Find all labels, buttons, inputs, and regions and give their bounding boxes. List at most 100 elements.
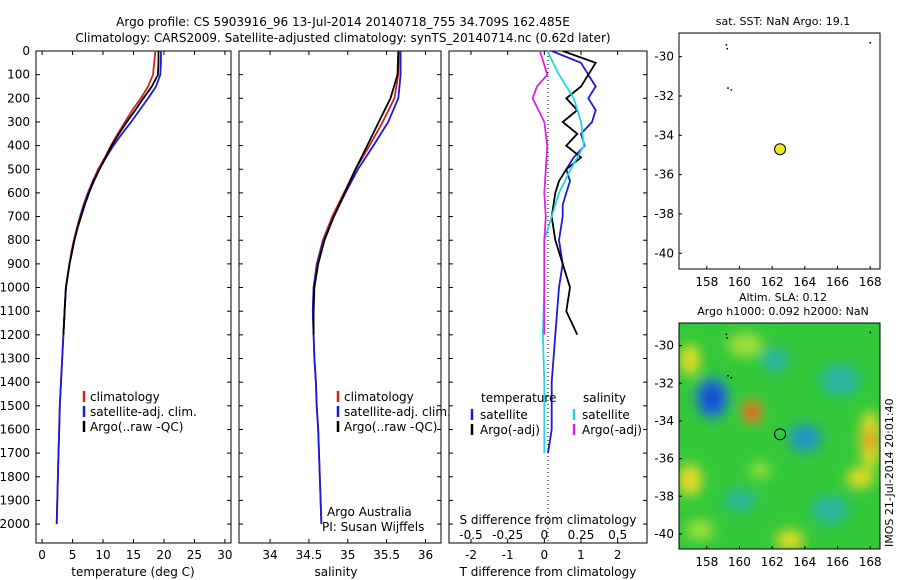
map-y-tick-label: -32 [654,376,674,390]
s-tick-label: 0 [541,528,549,542]
map-y-tick-label: -30 [654,50,674,64]
s-tick-label: 0.5 [608,528,627,542]
island-dot [726,47,729,50]
series-line-satellite [311,51,402,525]
series-line-salinity_satellite [541,50,585,454]
x-tick-label: 35 [340,548,355,562]
header-line2: Climatology: CARS2009. Satellite-adjuste… [75,31,610,45]
x-tick-label: 36 [418,548,433,562]
map-y-tick-label: -34 [654,128,674,142]
legend-label: satellite [480,408,528,422]
x-tick-label: 0 [38,548,46,562]
map-y-tick-label: -40 [654,246,674,260]
difference-panel: -2 -1 0 1 2 -0.5 -0.25 0 0.25 0.5 temperature sali… [448,50,648,579]
sst-map-panel: sat. SST: NaN Argo: 19.1 158 160 162 164 166… [654,15,881,289]
sla-heatmap [679,323,880,549]
depth-tick-label: 1700 [0,446,30,460]
island-dot [730,89,733,91]
map-x-tick-label: 162 [761,555,784,569]
sla-map-tick-labels: 158 160 162 164 166 168 -30 -32 -34 -36 -38 -40 [654,339,881,569]
series-line-argo [312,50,400,335]
map-x-tick-label: 168 [859,555,882,569]
sla-map-panel: Altim. SLA: 0.12 Argo h1000: 0.092 h2000… [654,291,881,569]
depth-tick-label: 1100 [0,304,30,318]
depth-tick-label: 0 [22,44,30,58]
series-line-satellite [55,51,162,525]
x-tick-label: 5 [69,548,77,562]
legend-label: satellite-adj. clim. [344,405,451,419]
salinity-annotation-line2: PI: Susan Wijffels [322,520,424,534]
legend-title: temperature [481,391,556,405]
sla-map-box [678,322,881,550]
island-dot [730,376,733,379]
map-y-tick-label: -38 [654,207,674,221]
legend-label: Argo(..raw -QC) [90,420,183,434]
island-dot [727,87,729,89]
x-tick-label: -1 [502,548,514,562]
argo-location-marker [774,143,787,156]
x-tick-label: 34 [262,548,277,562]
depth-tick-label: 300 [7,115,30,129]
sst-map-tick-labels: 158 160 162 164 166 168 -30 -32 -34 -36 -38 -40 [654,50,881,289]
imos-stamp: IMOS 21-Jul-2014 20:01:40 [883,398,896,547]
map-x-tick-label: 160 [728,555,751,569]
x-tick-label: 20 [156,548,171,562]
depth-tick-label: 600 [7,186,30,200]
depth-tick-label: 1800 [0,470,30,484]
series-line-salinity_argo [531,50,549,335]
legend-label: climatology [90,390,160,404]
depth-tick-label: 400 [7,139,30,153]
island-dot [727,374,729,377]
map-x-tick-label: 158 [695,555,718,569]
sla-map-title-line1: Altim. SLA: 0.12 [739,291,827,304]
legend-label: Argo(-adj) [582,423,642,437]
depth-tick-label: 200 [7,91,30,105]
legend-label: Argo(-adj) [480,423,540,437]
coastline-dots [725,331,872,379]
s-difference-label: S difference from climatology [460,513,637,527]
depth-tick-label: 700 [7,210,30,224]
map-y-tick-label: -36 [654,168,674,182]
t-difference-label: T difference from climatology [459,565,637,579]
island-dot [726,337,729,339]
map-x-tick-label: 164 [793,275,816,289]
temperature-series [55,50,162,525]
series-line-argo [62,51,160,335]
salinity-annotation-line1: Argo Australia [327,505,412,519]
legend-label: Argo(..raw -QC) [344,420,437,434]
map-x-tick-label: 166 [826,275,849,289]
difference-series [531,50,598,454]
x-tick-label: 0 [541,548,549,562]
x-tick-label: 1 [577,548,585,562]
map-x-tick-label: 158 [695,275,718,289]
salinity-panel: 34 34.5 35 35.5 36 climatologysatellite-adj.… [238,50,451,579]
map-y-tick-label: -30 [654,339,674,353]
map-x-tick-label: 166 [826,555,849,569]
sla-map-title-line2: Argo h1000: 0.092 h2000: NaN [697,305,869,318]
salinity-xlabel: salinity [314,565,357,579]
legend-label: climatology [344,390,414,404]
temperature-xlabel: temperature (deg C) [71,565,194,579]
salinity-series [311,50,402,525]
temperature-tick-labels: 0 5 10 15 20 25 30 [38,51,233,562]
map-y-tick-label: -40 [654,527,674,541]
x-tick-label: 30 [217,548,232,562]
series-line-argo [550,50,598,336]
x-tick-label: 34.5 [296,548,323,562]
island-dot [725,333,728,336]
depth-tick-labels: 0 100 200 300 400 500 600 700 800 900 1000 1100 1200… [0,44,647,531]
x-tick-label: -2 [465,548,477,562]
x-tick-label: 15 [126,548,141,562]
map-y-tick-label: -34 [654,414,674,428]
legend-label: satellite-adj. clim. [90,405,197,419]
depth-tick-label: 800 [7,233,30,247]
difference-tick-labels: -2 -1 0 1 2 -0.5 -0.25 0 0.25 0.5 [459,51,627,562]
argo-location-marker [774,428,787,441]
x-tick-label: 2 [614,548,622,562]
salinity-tick-labels: 34 34.5 35 35.5 36 [262,51,433,562]
map-x-tick-label: 168 [859,275,882,289]
depth-tick-label: 900 [7,257,30,271]
